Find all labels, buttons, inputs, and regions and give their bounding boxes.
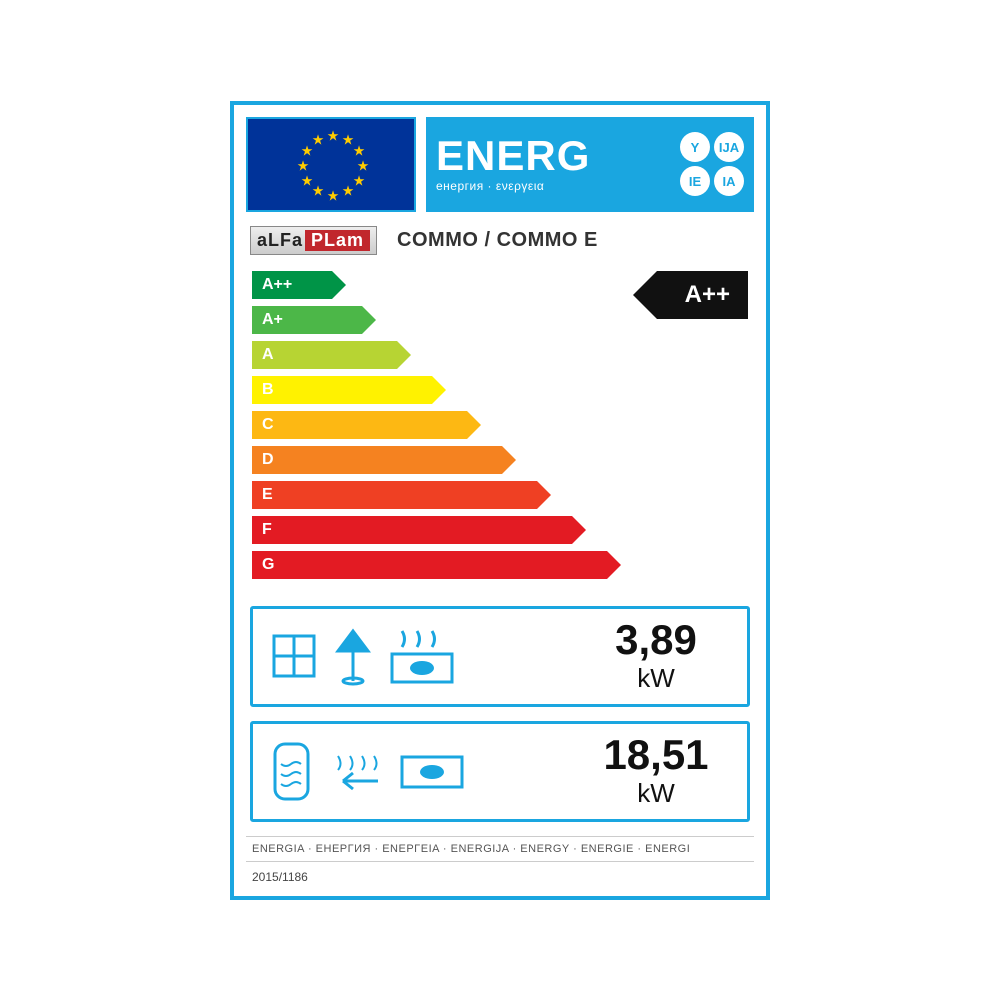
rating-arrow-label: B bbox=[252, 376, 432, 404]
rating-arrow: A+ bbox=[252, 306, 362, 334]
efficiency-class-text: A++ bbox=[685, 281, 730, 309]
rating-arrow: A++ bbox=[252, 271, 332, 299]
water-heating-icons bbox=[269, 739, 551, 804]
rating-arrow-label: C bbox=[252, 411, 467, 439]
energ-block: ENERG енергия · ενεργεια YIJAIEIA bbox=[426, 117, 754, 212]
energ-suffix: IE bbox=[680, 166, 710, 196]
rating-arrow-label: D bbox=[252, 446, 502, 474]
eu-star-icon: ★ bbox=[301, 172, 314, 189]
eu-flag-icon: ★★★★★★★★★★★★ bbox=[246, 117, 416, 212]
efficiency-class-badge: A++ bbox=[657, 271, 748, 319]
spec-box-space-heating: 3,89 kW bbox=[250, 606, 750, 707]
brand-alfa: aLFa bbox=[257, 230, 303, 251]
rating-arrow-label: A++ bbox=[252, 271, 332, 299]
spec-box-water-heating: 18,51 kW bbox=[250, 721, 750, 822]
rating-arrow-label: F bbox=[252, 516, 572, 544]
window-icon bbox=[269, 631, 319, 681]
eu-star-icon: ★ bbox=[353, 172, 366, 189]
arrow-left-icon bbox=[328, 751, 383, 791]
rating-arrow: A bbox=[252, 341, 397, 369]
rating-arrow-label: A+ bbox=[252, 306, 362, 334]
energ-suffix: IJA bbox=[714, 132, 744, 162]
rating-arrow: C bbox=[252, 411, 467, 439]
rating-arrow: B bbox=[252, 376, 432, 404]
rating-arrow-label: A bbox=[252, 341, 397, 369]
header-row: ★★★★★★★★★★★★ ENERG енергия · ενεργεια YI… bbox=[246, 117, 754, 212]
eu-star-icon: ★ bbox=[342, 183, 355, 200]
footer-energy-words: ENERGIA · ЕНЕРГИЯ · ΕΝΕΡΓΕΙΑ · ENERGIJA … bbox=[246, 836, 754, 855]
brand-row: aLFa PLam COMMO / COMMO E bbox=[246, 226, 754, 255]
brand-logo: aLFa PLam bbox=[250, 226, 377, 255]
rating-arrow-label: E bbox=[252, 481, 537, 509]
eu-star-icon: ★ bbox=[312, 131, 325, 148]
energ-suffix: Y bbox=[680, 132, 710, 162]
rating-arrow: D bbox=[252, 446, 502, 474]
stove-icon bbox=[397, 749, 467, 794]
model-name: COMMO / COMMO E bbox=[397, 229, 598, 252]
energy-label: ★★★★★★★★★★★★ ENERG енергия · ενεργεια YI… bbox=[230, 101, 770, 900]
energ-suffix: IA bbox=[714, 166, 744, 196]
tank-icon bbox=[269, 739, 314, 804]
eu-star-icon: ★ bbox=[327, 127, 340, 144]
space-heating-icons bbox=[269, 626, 551, 686]
energ-subtitle: енергия · ενεργεια bbox=[436, 179, 670, 193]
regulation-number: 2015/1186 bbox=[246, 861, 754, 884]
rating-arrow: G bbox=[252, 551, 607, 579]
rating-arrow-label: G bbox=[252, 551, 607, 579]
stove-heat-icon bbox=[387, 626, 457, 686]
spec2-value: 18,51 bbox=[581, 734, 731, 776]
spec1-unit: kW bbox=[581, 663, 731, 694]
rating-arrow: F bbox=[252, 516, 572, 544]
lamp-icon bbox=[333, 626, 373, 686]
rating-area: A++ A++ A+ ABCDEFG bbox=[246, 271, 754, 586]
rating-arrow: E bbox=[252, 481, 537, 509]
eu-star-icon: ★ bbox=[312, 183, 325, 200]
eu-star-icon: ★ bbox=[297, 157, 310, 174]
spec1-value: 3,89 bbox=[581, 619, 731, 661]
eu-star-icon: ★ bbox=[327, 187, 340, 204]
energ-title: ENERG bbox=[436, 135, 670, 177]
spec2-unit: kW bbox=[581, 778, 731, 809]
brand-plam: PLam bbox=[305, 230, 370, 251]
suffix-grid: YIJAIEIA bbox=[680, 132, 744, 196]
